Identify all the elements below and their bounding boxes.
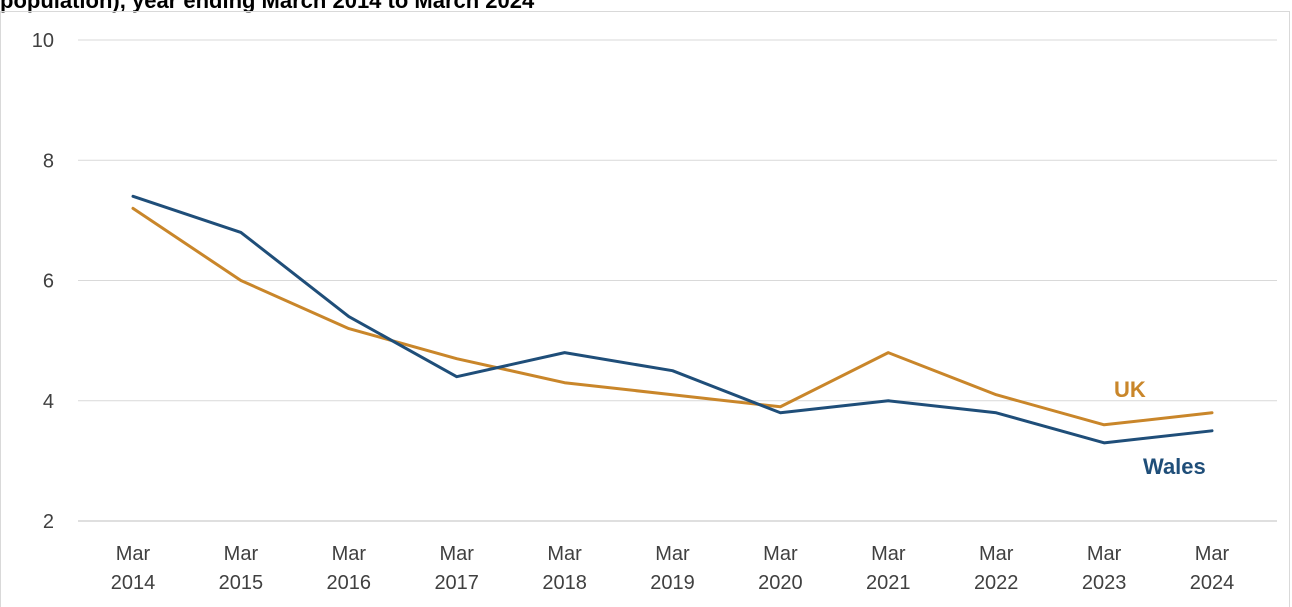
series-labels: UK Wales xyxy=(1114,377,1206,479)
x-tick-label: Mar xyxy=(655,543,690,565)
x-tick-label: 2020 xyxy=(758,572,803,594)
x-tick-label: Mar xyxy=(547,543,582,565)
x-tick-label: Mar xyxy=(1087,543,1122,565)
x-tick-label: 2014 xyxy=(111,572,156,594)
gridlines xyxy=(78,39,1277,522)
x-tick-label: Mar xyxy=(439,543,474,565)
x-axis-ticks: Mar 2014 Mar 2015 Mar 2016 Mar 2017 Mar 2018 Mar 20… xyxy=(111,543,1235,594)
x-tick-label: Mar xyxy=(1195,543,1230,565)
x-tick-label: 2021 xyxy=(866,572,911,594)
y-tick-label: 10 xyxy=(32,30,54,52)
x-tick-label: 2023 xyxy=(1082,572,1127,594)
x-tick-label: Mar xyxy=(224,543,259,565)
x-tick-label: 2015 xyxy=(219,572,264,594)
chart-title: population), year ending March 2014 to M… xyxy=(0,0,535,13)
y-tick-label: 6 xyxy=(43,271,54,293)
x-tick-label: 2016 xyxy=(327,572,372,594)
series-line-wales xyxy=(131,194,1214,445)
y-axis-ticks: 2 4 6 8 10 xyxy=(32,30,54,533)
series-line-uk xyxy=(131,206,1214,427)
x-tick-label: Mar xyxy=(332,543,367,565)
x-tick-label: Mar xyxy=(763,543,798,565)
series-label-uk: UK xyxy=(1114,377,1146,402)
x-tick-label: 2022 xyxy=(974,572,1019,594)
x-tick-label: 2019 xyxy=(650,572,695,594)
x-tick-label: 2017 xyxy=(434,572,479,594)
chart-frame xyxy=(0,11,1290,607)
x-tick-label: 2024 xyxy=(1190,572,1235,594)
x-tick-label: Mar xyxy=(871,543,906,565)
series-label-wales: Wales xyxy=(1143,454,1206,479)
x-tick-label: Mar xyxy=(116,543,151,565)
y-tick-label: 4 xyxy=(43,391,54,413)
y-tick-label: 2 xyxy=(43,511,54,533)
series-lines xyxy=(131,194,1214,445)
y-tick-label: 8 xyxy=(43,150,54,172)
x-tick-label: 2018 xyxy=(542,572,587,594)
x-tick-label: Mar xyxy=(979,543,1014,565)
